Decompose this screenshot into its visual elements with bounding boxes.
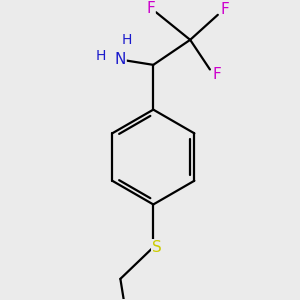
Text: F: F (212, 67, 221, 82)
Text: F: F (146, 2, 155, 16)
Text: N: N (115, 52, 126, 67)
Text: H: H (95, 49, 106, 63)
Text: S: S (152, 240, 161, 255)
Text: H: H (122, 33, 132, 47)
Text: F: F (220, 2, 229, 17)
